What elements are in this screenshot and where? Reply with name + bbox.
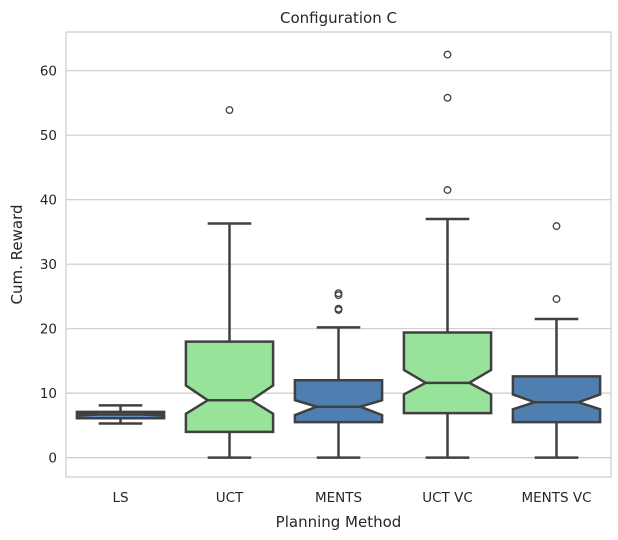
box-ments <box>293 289 384 459</box>
y-axis-label: Cum. Reward <box>8 205 26 305</box>
y-tick-label-50: 50 <box>40 128 57 144</box>
x-tick-labels: LS UCT MENTS UCT VC MENTS VC <box>112 490 591 506</box>
outlier-point <box>225 106 234 114</box>
outlier-point <box>334 304 343 313</box>
y-tick-label-10: 10 <box>40 386 57 402</box>
box-ments-vc <box>511 222 602 459</box>
outlier-point <box>552 295 561 303</box>
x-tick-label-ls: LS <box>112 490 128 506</box>
outlier-point <box>443 93 452 102</box>
y-tick-labels: 0 10 20 30 40 50 60 <box>40 64 57 467</box>
box-body <box>184 340 275 434</box>
box-uct-vc <box>402 50 493 459</box>
boxes <box>75 50 602 459</box>
box-uct <box>184 106 275 459</box>
plot-frame <box>65 31 612 478</box>
x-tick-label-ments-vc: MENTS VC <box>521 490 591 506</box>
box-body <box>293 379 384 424</box>
outlier-point <box>443 50 452 59</box>
x-tick-label-uct-vc: UCT VC <box>422 490 473 506</box>
y-tick-label-40: 40 <box>40 193 57 209</box>
x-axis-label: Planning Method <box>276 513 402 531</box>
outlier-point <box>334 289 343 298</box>
y-tick-label-20: 20 <box>40 322 57 338</box>
box-body <box>402 331 493 415</box>
chart-title: Configuration C <box>280 9 397 27</box>
box-ls <box>75 404 166 425</box>
y-tick-label-60: 60 <box>40 64 57 80</box>
outlier-point <box>552 222 561 231</box>
outlier-point <box>443 186 452 194</box>
x-tick-label-ments: MENTS <box>315 490 362 506</box>
x-tick-label-uct: UCT <box>216 490 244 506</box>
y-tick-label-0: 0 <box>48 451 57 467</box>
y-tick-label-30: 30 <box>40 257 57 273</box>
box-body <box>511 375 602 424</box>
